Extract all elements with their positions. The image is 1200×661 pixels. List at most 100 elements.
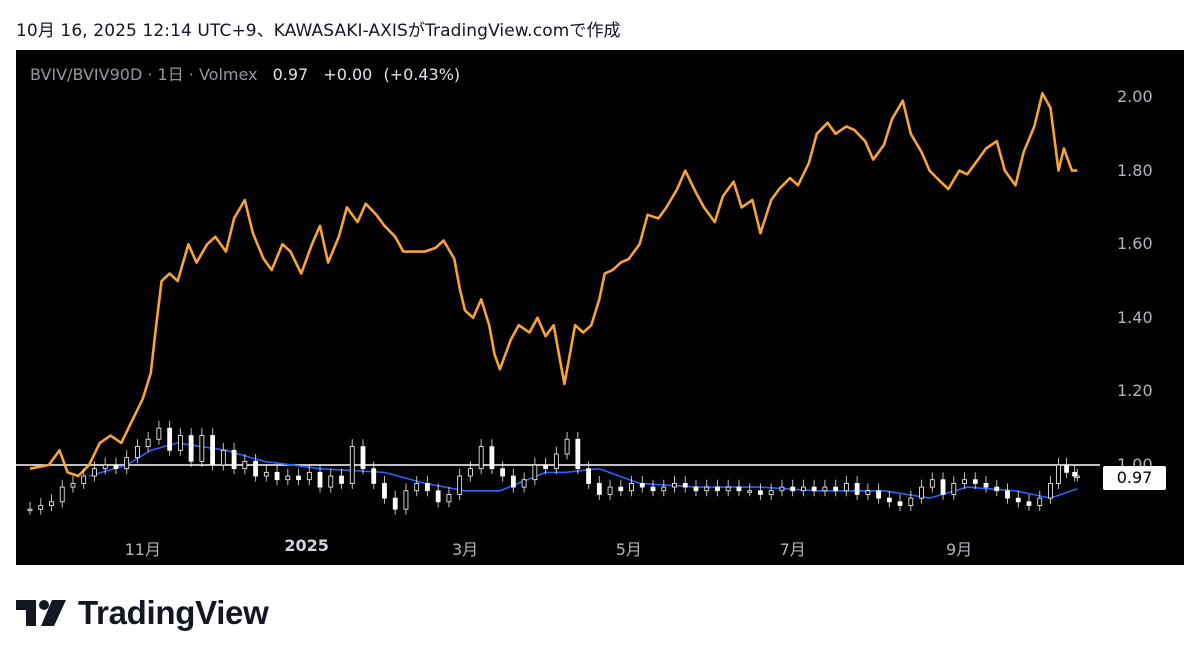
candle-body — [897, 501, 903, 506]
candle-body — [962, 479, 967, 484]
candle-body — [253, 460, 258, 477]
candle-body — [1056, 464, 1061, 484]
candle-body — [414, 482, 420, 492]
candle-body — [972, 479, 978, 484]
candle-body — [167, 427, 173, 451]
candle-body — [468, 468, 473, 477]
candle-body — [92, 468, 97, 477]
candle-body — [532, 464, 538, 481]
chart-caption: 10月 16, 2025 12:14 UTC+9、KAWASAKI-AXISがT… — [16, 21, 621, 41]
candle-body — [564, 438, 570, 455]
candle-body — [618, 486, 624, 492]
candle-body — [210, 435, 216, 466]
candle-body — [747, 490, 753, 493]
candle-body — [596, 482, 602, 495]
candle-body — [876, 490, 881, 499]
candle-body — [220, 449, 226, 466]
candle-body — [296, 475, 301, 481]
candle-body — [811, 486, 817, 492]
candle-body — [661, 486, 667, 492]
tradingview-brand[interactable]: TradingView — [16, 594, 269, 632]
y-tick-label: 2.00 — [1117, 87, 1153, 106]
candle-body — [177, 435, 183, 451]
candle-body — [403, 490, 409, 510]
candle-body — [639, 482, 645, 488]
candle-body — [1015, 497, 1021, 503]
last-price-tag: 0.97 — [1103, 466, 1166, 490]
candle-body — [1026, 501, 1032, 506]
candle-body — [382, 482, 387, 499]
candle-body — [113, 464, 119, 470]
candle-body — [274, 471, 280, 481]
candle-body — [693, 486, 699, 492]
candle-body — [790, 486, 796, 492]
candle-body — [629, 482, 634, 492]
candle-body — [553, 453, 559, 470]
x-tick-label: 9月 — [946, 540, 973, 559]
candle-body — [1072, 471, 1078, 477]
candle-body — [1005, 490, 1010, 499]
candle-body — [435, 490, 441, 503]
legend-change-percent: (+0.43%) — [383, 65, 461, 84]
candle-body — [263, 471, 269, 477]
candle-body — [70, 482, 76, 488]
y-tick-label: 1.60 — [1117, 234, 1153, 254]
candle-body — [543, 464, 549, 470]
candle-body — [425, 482, 430, 492]
candle-body — [124, 457, 130, 470]
x-tick-label: 5月 — [615, 540, 642, 559]
candle-body — [908, 497, 914, 506]
candle-body — [102, 464, 108, 470]
candle-body — [188, 435, 194, 462]
brand-name: TradingView — [78, 594, 269, 631]
candle-body — [231, 449, 237, 470]
candle-body — [575, 438, 581, 470]
candle-body — [886, 497, 892, 503]
candle-body — [38, 505, 44, 510]
candle-body — [843, 482, 849, 492]
candle-body — [1048, 482, 1053, 499]
candle-body — [521, 479, 527, 488]
candle-body — [317, 471, 323, 488]
y-tick-label: 1.20 — [1117, 381, 1153, 401]
candle-body — [951, 482, 957, 495]
chart-panel[interactable] — [16, 50, 1184, 565]
moving-average-line — [88, 442, 1078, 499]
candle-body — [704, 486, 710, 492]
candle-body — [156, 427, 162, 440]
candle-body — [349, 446, 355, 484]
candle-body — [500, 468, 506, 477]
candle-body — [1064, 464, 1069, 473]
candle-body — [865, 490, 871, 495]
candle-body — [285, 475, 291, 481]
candle-body — [725, 486, 731, 492]
candle-body — [929, 479, 935, 488]
candle-body — [822, 486, 828, 492]
x-tick-label: 3月 — [451, 540, 479, 559]
tradingview-logo-icon — [16, 600, 66, 626]
candle-body — [145, 438, 151, 447]
candle-body — [833, 486, 839, 492]
candle-body — [81, 475, 87, 484]
legend-last-value: 0.97 — [272, 65, 309, 84]
candle-body — [672, 482, 677, 488]
candle-body — [715, 486, 720, 492]
candle-body — [650, 486, 656, 492]
legend-symbol[interactable]: BVIV/BVIV90D · 1日 · Volmex — [30, 65, 258, 84]
y-tick-label: 1.80 — [1117, 160, 1153, 180]
candle-body — [994, 486, 1000, 492]
candle-body — [1037, 497, 1043, 506]
candle-body — [1074, 475, 1080, 478]
y-tick-label: 1.40 — [1117, 307, 1153, 327]
candle-body — [940, 479, 946, 495]
candle-body — [360, 446, 366, 470]
candle-body — [478, 446, 484, 470]
candle-body — [371, 468, 377, 484]
candle-body — [489, 446, 495, 470]
candle-body — [328, 475, 334, 488]
candle-body — [983, 482, 989, 488]
candle-body — [392, 497, 398, 510]
candle-body — [801, 486, 806, 492]
x-tick-label: 7月 — [779, 540, 806, 559]
